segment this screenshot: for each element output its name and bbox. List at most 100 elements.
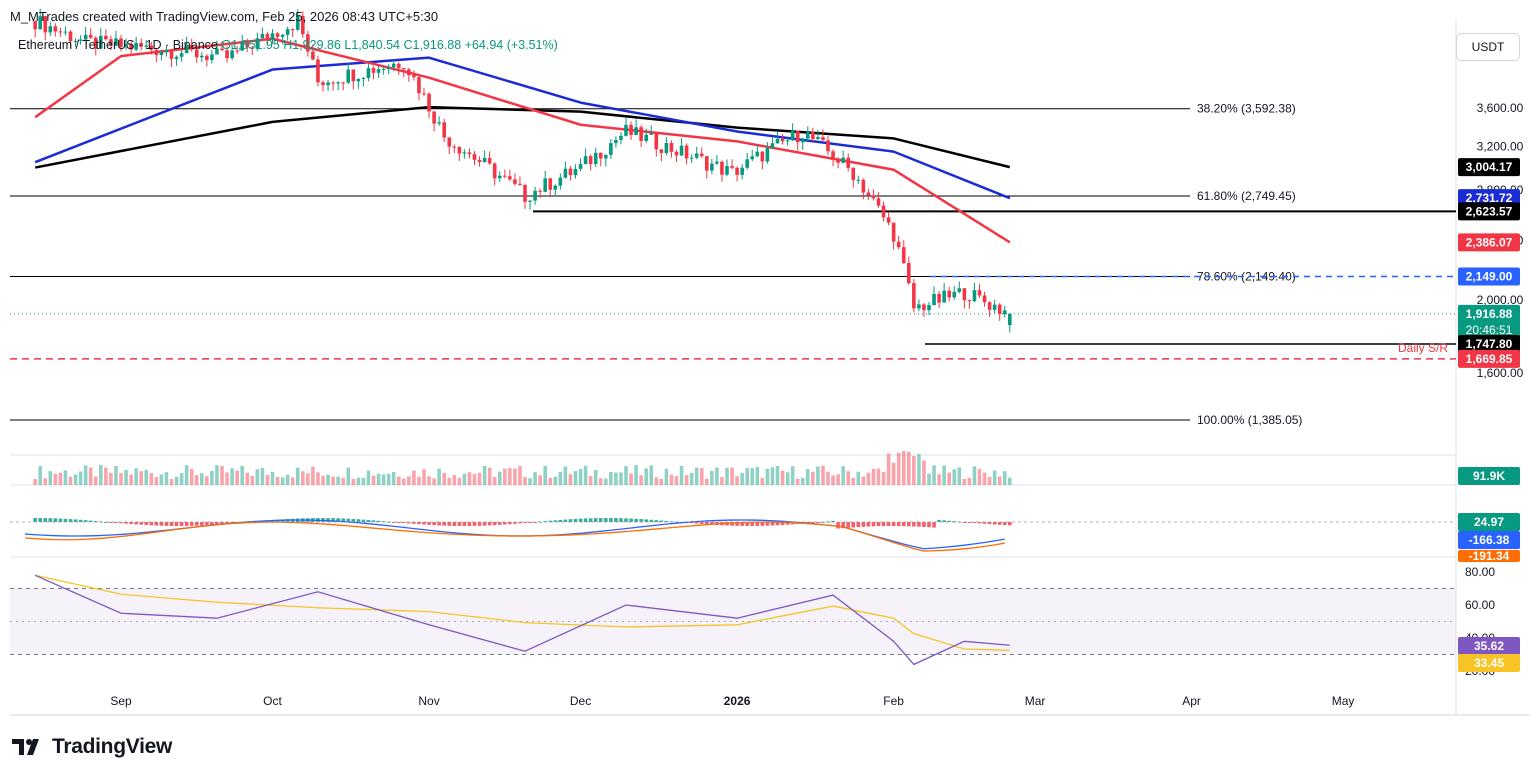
- ema50-badge-bg: [1458, 233, 1520, 252]
- macd-histogram-bar: [407, 522, 411, 524]
- candle-body: [88, 34, 93, 38]
- candle-body: [154, 49, 159, 56]
- volume-bar: [861, 476, 866, 485]
- volume-bar: [290, 477, 295, 485]
- macd-histogram-bar: [730, 522, 734, 526]
- macd-histogram-bar: [53, 518, 58, 522]
- candle-body: [215, 48, 219, 55]
- macd-histogram-bar: [588, 518, 593, 522]
- candle-body: [710, 163, 714, 171]
- volume-bar: [235, 470, 239, 485]
- candle-body: [573, 168, 578, 176]
- volume-bar: [523, 476, 527, 485]
- candle-body: [331, 82, 335, 84]
- macd-histogram-bar: [1002, 522, 1007, 526]
- candle-body: [609, 143, 613, 155]
- macd-histogram-bar: [932, 522, 936, 528]
- macd-histogram-bar: [169, 522, 174, 526]
- macd-histogram-bar: [447, 522, 452, 526]
- candle-body: [871, 195, 876, 199]
- candle-body: [301, 15, 305, 35]
- tradingview-logo[interactable]: TradingView: [12, 735, 172, 759]
- macd-histogram-bar: [614, 518, 618, 522]
- volume-bar: [497, 471, 502, 485]
- candle-body: [588, 156, 593, 164]
- volume-bar: [402, 478, 406, 485]
- candle-body: [982, 295, 987, 303]
- macd-histogram-bar: [361, 519, 366, 522]
- volume-bar: [361, 477, 366, 485]
- candle-body: [664, 142, 669, 154]
- macd-histogram-bar: [114, 522, 118, 523]
- candle-body: [694, 153, 699, 158]
- candle-body: [896, 241, 901, 248]
- level-badge-bg: [1458, 267, 1520, 286]
- volume-bar: [917, 454, 921, 485]
- macd-histogram-bar: [83, 520, 88, 522]
- candle-body: [977, 290, 982, 296]
- candle-body: [907, 263, 911, 284]
- candle-body: [503, 175, 507, 177]
- macd-histogram-bar: [497, 522, 502, 525]
- price-tick-label: 2,000.00: [1477, 293, 1524, 307]
- volume-bar: [856, 471, 861, 485]
- candle-body: [634, 127, 638, 135]
- volume-bar: [159, 474, 164, 485]
- macd-histogram-bar: [962, 522, 967, 523]
- volume-bar: [765, 468, 770, 485]
- macd-histogram-bar: [972, 522, 977, 523]
- macd-histogram-bar: [189, 522, 194, 526]
- macd-histogram-bar: [735, 522, 739, 526]
- macd-histogram-bar: [765, 522, 770, 526]
- volume-bar: [58, 472, 63, 485]
- macd-histogram-bar: [194, 522, 199, 526]
- macd-histogram-bar: [210, 522, 214, 525]
- volume-bar: [452, 475, 457, 485]
- volume-bar: [624, 466, 628, 485]
- macd-histogram-bar: [624, 518, 628, 522]
- volume-bar: [205, 476, 209, 485]
- macd-histogram-bar: [593, 518, 598, 522]
- volume-bar: [356, 477, 361, 485]
- volume-bar: [412, 470, 416, 485]
- volume-bar: [326, 474, 330, 485]
- volume-bar: [593, 470, 598, 485]
- candle-body: [43, 16, 48, 33]
- candle-body: [250, 47, 255, 49]
- volume-bar: [821, 465, 825, 485]
- candle-body: [351, 69, 356, 82]
- volume-bar: [391, 471, 396, 485]
- macd-histogram-bar: [836, 522, 840, 529]
- macd-histogram-bar: [745, 522, 749, 526]
- candle-body: [881, 205, 886, 218]
- macd-histogram-bar: [583, 518, 588, 522]
- volume-bar: [285, 474, 290, 485]
- candle-body: [63, 31, 68, 33]
- macd-histogram-badge-bg: [1458, 513, 1520, 531]
- candle-body: [295, 15, 300, 30]
- candle-body: [679, 145, 684, 156]
- candle-body: [583, 156, 588, 165]
- level-badge: 1,669.85: [1466, 352, 1513, 366]
- macd-histogram-bar: [755, 522, 760, 526]
- candle-body: [402, 68, 406, 70]
- volume-bar: [543, 465, 547, 485]
- candle-body: [553, 185, 558, 190]
- macd-histogram-bar: [649, 519, 654, 522]
- currency-button[interactable]: USDT: [1456, 33, 1520, 61]
- candle-body: [396, 63, 401, 69]
- volume-bar: [901, 450, 906, 485]
- volume-bar: [659, 478, 664, 485]
- candle-body: [669, 142, 674, 152]
- candle-body: [528, 200, 532, 202]
- volume-bar: [705, 478, 709, 485]
- volume-bar: [881, 471, 886, 485]
- candle-body: [391, 63, 396, 68]
- macd-histogram-bar: [154, 522, 159, 526]
- volume-bar: [220, 466, 224, 485]
- candle-body: [326, 82, 330, 86]
- candle-body: [816, 137, 820, 140]
- candle-body: [674, 151, 679, 156]
- macd-histogram-bar: [896, 522, 901, 527]
